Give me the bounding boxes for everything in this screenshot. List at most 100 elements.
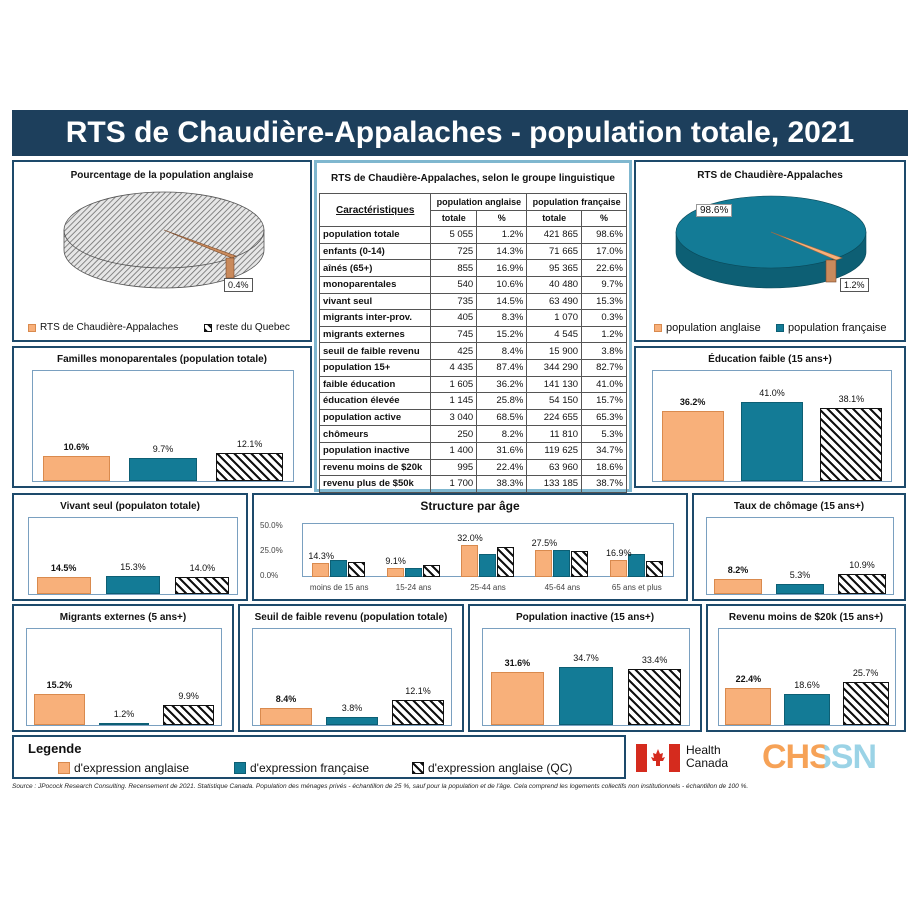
data-label: 9.9% [178, 690, 199, 701]
data-label: 5.3% [789, 570, 811, 581]
chart-title: Vivant seul (populaton totale) [60, 501, 200, 512]
pie-left-legend-qc: reste du Quebec [204, 322, 290, 333]
cell-value: 5 055 [430, 226, 478, 244]
legend-swatch [654, 324, 662, 332]
row-label: vivant seul [318, 292, 432, 311]
cell-value: 38.7% [581, 475, 627, 493]
health-canada-logo: Health Canada [636, 742, 746, 776]
age-chart: 0.0% 25.0% 50.0% 14.3% moins de 15 ans 9.1% 15… [254, 495, 686, 599]
panel-age: Structure par âge 0.0% 25.0% 50.0% 14.3% moi… [252, 493, 688, 601]
bar-francais [553, 549, 571, 577]
data-label: 36.2% [679, 397, 706, 408]
cell-value: 82.7% [581, 358, 627, 377]
cell-value: 1 400 [430, 441, 478, 460]
bar-francais [404, 568, 422, 577]
cell-value: 87.4% [476, 358, 528, 377]
col-header-english: population anglaise [430, 193, 528, 211]
chart-title: Migrants externes (5 ans+) [59, 612, 187, 623]
bar-anglais [312, 562, 330, 577]
pie-left-chart [63, 191, 265, 289]
cell-value: 68.5% [476, 408, 528, 427]
bar-anglais [661, 411, 724, 481]
cell-value: 15.2% [476, 325, 528, 344]
row-label: faible éducation [318, 375, 432, 394]
cell-value: 1 070 [526, 309, 583, 327]
cell-value: 15.3% [581, 292, 627, 311]
bar-qc [422, 565, 440, 577]
plot-area: 14.5% 15.3% 14.0% [28, 517, 238, 595]
cell-value: 425 [430, 342, 478, 360]
data-label: 10.6% [63, 442, 90, 453]
data-label: 32.0% [457, 533, 483, 543]
bar-qc [645, 561, 663, 577]
pie-right-panel: RTS de Chaudière-Appalaches 98.6% 1.2% p… [634, 160, 906, 342]
chssn-logo: CHSSN [762, 738, 877, 776]
health-canada-text: Health Canada [686, 743, 729, 770]
bar-qc [837, 574, 887, 594]
bar-francais [330, 560, 348, 577]
cell-value: 98.6% [581, 226, 627, 244]
table-row: aînés (65+) 855 16.9% 95 365 22.6% [318, 259, 627, 277]
table-row: seuil de faible revenu 425 8.4% 15 900 3.8% [318, 342, 627, 360]
legend-swatch [776, 324, 784, 332]
bar-qc [392, 700, 444, 725]
pie-left-panel: Pourcentage de la population anglaise 0.… [12, 160, 312, 342]
row-label: migrants externes [318, 325, 432, 344]
data-label: 15.2% [46, 679, 73, 690]
plot-area: 36.2% 41.0% 38.1% [652, 370, 892, 482]
panel-revenu: Revenu moins de $20k (15 ans+) 22.4% 18.6… [706, 604, 906, 732]
cell-value: 31.6% [476, 441, 528, 460]
cell-value: 34.7% [581, 441, 627, 460]
cell-value: 54 150 [526, 392, 583, 410]
data-label: 41.0% [759, 387, 785, 398]
bar-francais [98, 722, 150, 725]
legend-item-fr: d'expression française [234, 761, 369, 775]
table-row: revenu moins de $20k 995 22.4% 63 960 18.6% [318, 458, 627, 477]
cell-value: 995 [430, 458, 478, 477]
chart-title: Structure par âge [420, 499, 520, 513]
row-label: enfants (0-14) [318, 242, 432, 261]
row-label: chômeurs [318, 425, 432, 443]
data-label: 31.6% [504, 658, 531, 669]
pie-right-label-small: 1.2% [840, 278, 869, 292]
y-tick-label: 0.0% [260, 571, 279, 580]
page-title: RTS de Chaudière-Appalaches - population… [12, 110, 908, 156]
row-label: population active [318, 408, 432, 427]
row-label: revenu moins de $20k [318, 458, 432, 477]
cell-value: 95 365 [526, 259, 583, 277]
table-row: population active 3 040 68.5% 224 655 65.3% [318, 408, 627, 427]
col-header-characteristics: Caractéristiques [318, 192, 432, 228]
x-category-label: 25-44 ans [470, 583, 506, 592]
bar-qc [497, 547, 514, 577]
panel-vivant: Vivant seul (populaton totale) 14.5% 15.3… [12, 493, 248, 601]
row-label: revenu plus de $50k [318, 475, 432, 493]
cell-value: 14.3% [476, 242, 528, 261]
cell-value: 17.0% [581, 242, 627, 261]
data-label: 14.0% [189, 563, 216, 574]
bar-anglais [713, 579, 763, 594]
cell-value: 63 490 [526, 292, 583, 311]
bar-qc [175, 577, 230, 594]
x-category-label: 45-64 ans [544, 583, 581, 592]
x-category-label: 65 ans et plus [611, 583, 662, 592]
legend-swatch [28, 323, 36, 332]
row-label: éducation élevée [318, 392, 432, 410]
bar-francais [105, 575, 161, 594]
bar-francais [775, 584, 825, 594]
x-category-label: moins de 15 ans [309, 583, 369, 592]
panel-education: Éducation faible (15 ans+) 36.2% 41.0% 38.… [634, 346, 906, 488]
cell-value: 250 [430, 425, 478, 443]
cell-value: 22.6% [581, 259, 627, 277]
cell-value: 5.3% [581, 425, 627, 443]
cell-value: 14.5% [476, 292, 528, 311]
panel-inactive: Population inactive (15 ans+) 31.6% 34.7%… [468, 604, 702, 732]
cell-value: 63 960 [526, 458, 583, 477]
data-label: 12.1% [405, 686, 431, 697]
table-row: migrants inter-prov. 405 8.3% 1 070 0.3% [318, 309, 627, 327]
pie-left-legend-rts: RTS de Chaudière-Appalaches [28, 322, 178, 333]
legend-item-en: d'expression anglaise [58, 761, 189, 775]
pie-left-slice-rts-side [225, 257, 235, 279]
cell-value: 540 [430, 275, 478, 294]
bar-qc [163, 704, 214, 725]
bar-anglais [42, 456, 111, 481]
